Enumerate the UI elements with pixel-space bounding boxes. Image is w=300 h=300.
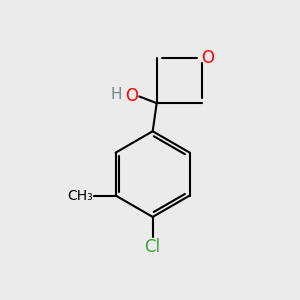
Text: H: H <box>110 87 122 102</box>
Text: O: O <box>201 49 214 67</box>
Text: CH₃: CH₃ <box>67 188 93 203</box>
Text: Cl: Cl <box>145 238 161 256</box>
Text: O: O <box>125 88 138 106</box>
